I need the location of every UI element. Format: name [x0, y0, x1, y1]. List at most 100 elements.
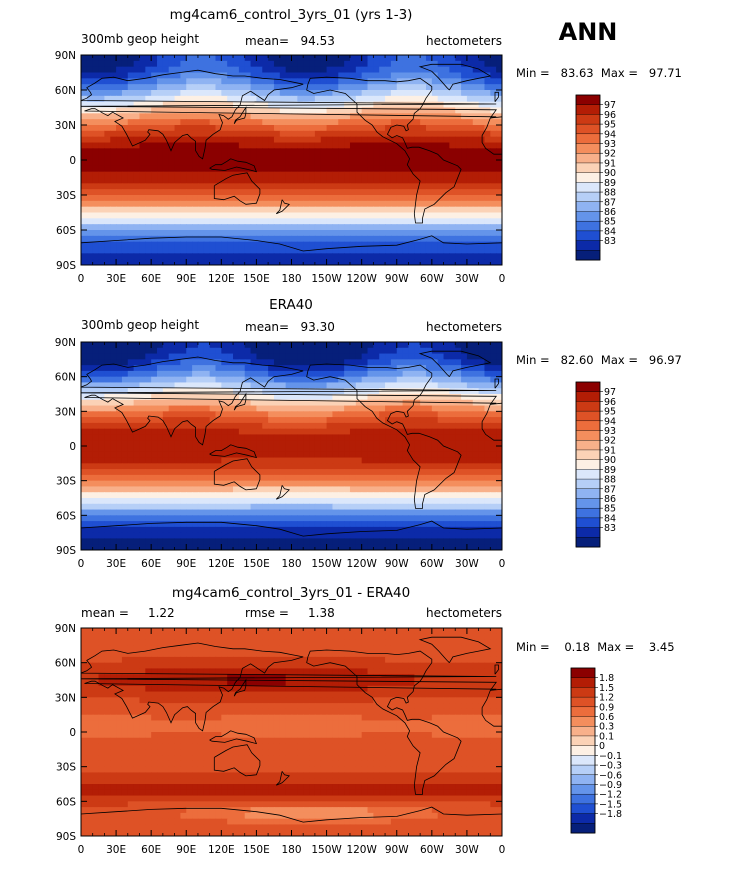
field-cell — [274, 434, 280, 440]
field-cell — [221, 131, 227, 137]
field-cell — [479, 207, 485, 213]
field-cell — [116, 452, 122, 458]
field-cell — [268, 73, 274, 79]
field-cell — [280, 55, 286, 61]
field-cell — [332, 154, 338, 160]
field-cell — [438, 224, 444, 230]
field-cell — [221, 73, 227, 79]
field-cell — [473, 148, 479, 154]
field-cell — [455, 119, 461, 125]
field-cell — [256, 61, 262, 67]
field-cell — [403, 183, 409, 189]
field-cell — [262, 131, 268, 137]
field-cell — [309, 166, 315, 172]
field-cell — [344, 201, 350, 207]
field-cell — [362, 365, 368, 371]
field-cell — [87, 172, 93, 178]
field-cell — [175, 515, 181, 521]
field-cell — [385, 183, 391, 189]
field-cell — [139, 417, 145, 423]
field-cell — [303, 434, 309, 440]
field-cell — [251, 440, 257, 446]
field-cell — [438, 406, 444, 412]
field-cell — [192, 440, 198, 446]
field-cell — [221, 224, 227, 230]
field-cell — [479, 434, 485, 440]
field-cell — [286, 195, 292, 201]
field-cell — [239, 125, 245, 131]
field-cell — [484, 498, 490, 504]
field-cell — [379, 172, 385, 178]
field-cell — [309, 498, 315, 504]
field-cell — [239, 406, 245, 412]
field-cell — [432, 154, 438, 160]
field-cell — [420, 475, 426, 481]
field-cell — [175, 452, 181, 458]
field-cell — [157, 481, 163, 487]
field-cell — [110, 166, 116, 172]
field-cell — [344, 475, 350, 481]
field-cell — [239, 377, 245, 383]
field-cell — [128, 411, 134, 417]
field-cell — [368, 113, 374, 119]
field-cell — [268, 394, 274, 400]
field-cell — [280, 61, 286, 67]
field-cell — [104, 469, 110, 475]
field-cell — [227, 365, 233, 371]
field-cell — [169, 67, 175, 73]
y-tick-label: 90S — [56, 260, 76, 272]
field-cell — [163, 84, 169, 90]
field-cell — [192, 504, 198, 510]
field-cell — [420, 178, 426, 184]
field-cell — [87, 67, 93, 73]
field-cell — [479, 61, 485, 67]
field-cell — [93, 213, 99, 219]
field-cell — [356, 201, 362, 207]
field-cell — [432, 463, 438, 469]
field-cell — [104, 84, 110, 90]
field-cell — [227, 348, 233, 354]
field-cell — [373, 498, 379, 504]
field-cell — [484, 96, 490, 102]
field-cell — [180, 515, 186, 521]
field-cell — [321, 446, 327, 452]
field-cell — [444, 458, 450, 464]
field-cell — [467, 224, 473, 230]
field-cell — [391, 510, 397, 516]
field-cell — [157, 463, 163, 469]
field-cell — [479, 463, 485, 469]
field-cell — [356, 166, 362, 172]
field-cell — [315, 183, 321, 189]
field-cell — [368, 469, 374, 475]
field-cell — [391, 400, 397, 406]
field-cell — [368, 61, 374, 67]
field-cell — [362, 458, 368, 464]
field-cell — [122, 189, 128, 195]
field-cell — [204, 230, 210, 236]
field-cell — [362, 417, 368, 423]
field-cell — [256, 515, 262, 521]
field-cell — [420, 160, 426, 166]
field-cell — [145, 452, 151, 458]
field-cell — [192, 61, 198, 67]
field-cell — [99, 102, 105, 108]
field-cell — [467, 248, 473, 254]
field-cell — [163, 172, 169, 178]
field-cell — [245, 218, 251, 224]
field-cell — [397, 400, 403, 406]
field-cell — [145, 475, 151, 481]
field-cell — [391, 172, 397, 178]
field-cell — [163, 475, 169, 481]
field-cell — [368, 429, 374, 435]
field-cell — [490, 348, 496, 354]
field-cell — [414, 515, 420, 521]
field-cell — [104, 486, 110, 492]
field-cell — [169, 504, 175, 510]
field-cell — [292, 504, 298, 510]
field-cell — [215, 148, 221, 154]
field-cell — [87, 440, 93, 446]
field-cell — [157, 492, 163, 498]
field-cell — [479, 365, 485, 371]
field-cell — [385, 486, 391, 492]
field-cell — [327, 78, 333, 84]
